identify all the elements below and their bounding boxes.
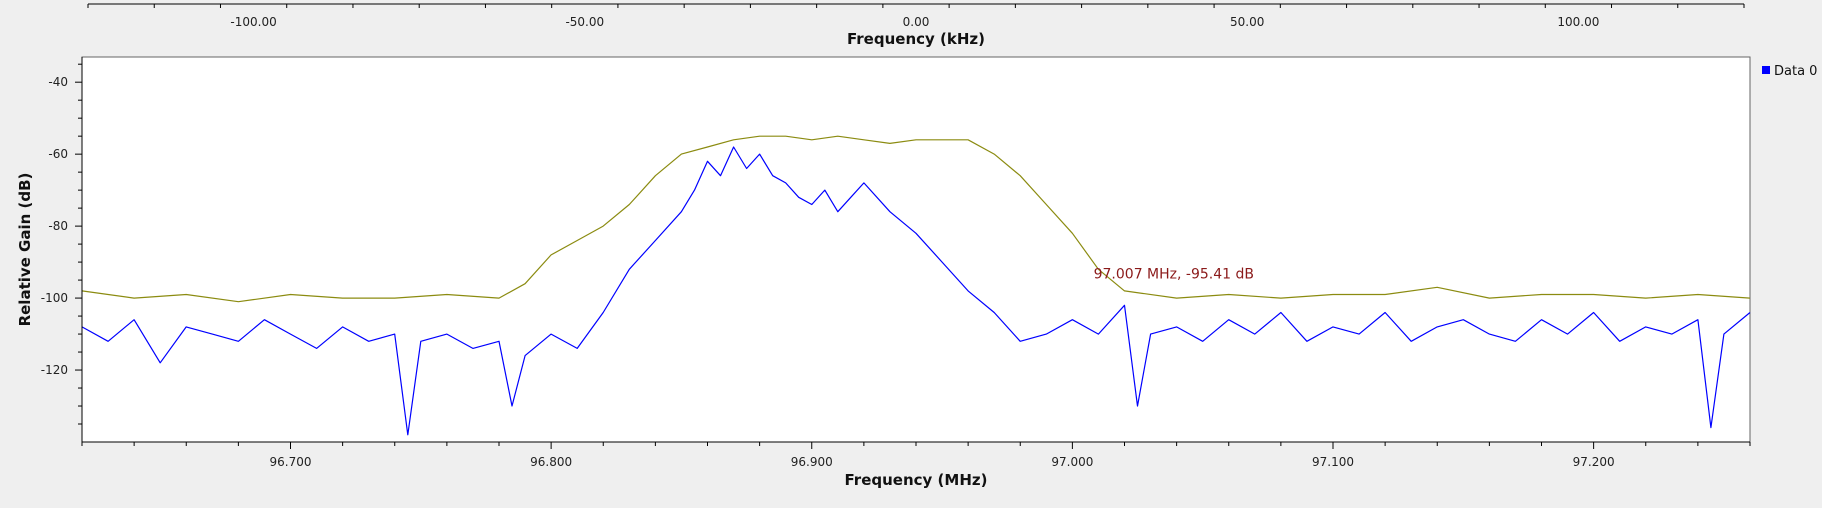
x-axis-ticks (81, 442, 1751, 449)
x-tick-label: 97.100 (1312, 455, 1354, 469)
top-tick-label: 0.00 (903, 15, 930, 29)
series-line-data-0 (81, 146, 1751, 436)
y-axis-tick-labels: -40 -60 -80 -100 -120 (41, 75, 68, 377)
top-tick-label: -100.00 (230, 15, 276, 29)
main-plot[interactable]: 97.007 MHz, -95.41 dB -40-60-80-100-120 … (16, 56, 1751, 489)
x-tick-label: 97.000 (1051, 455, 1093, 469)
series-lines (81, 135, 1751, 436)
x-axis-tick-labels: 96.700 96.800 96.900 97.000 97.100 97.200 (270, 455, 1615, 469)
top-tick-label: 100.00 (1557, 15, 1599, 29)
x-tick-label: 96.700 (270, 455, 312, 469)
series-line-max-hold (81, 135, 1751, 303)
legend-swatch-data-0[interactable] (1762, 66, 1770, 74)
legend[interactable]: Data 0 (1762, 64, 1817, 79)
y-tick-label: -60 (48, 147, 68, 161)
x-axis-title: Frequency (MHz) (845, 471, 988, 489)
y-tick-label: -80 (48, 219, 68, 233)
top-tick-label: -50.00 (565, 15, 604, 29)
x-tick-label: 96.900 (791, 455, 833, 469)
y-tick-label: -40 (48, 75, 68, 89)
plot-canvas[interactable] (81, 56, 1751, 443)
x-tick-label: 96.800 (530, 455, 572, 469)
y-tick-label: -120 (41, 363, 68, 377)
top-tick-label: 50.00 (1230, 15, 1264, 29)
top-frequency-axis: -100.00 -50.00 0.00 50.00 100.00 Frequency (… (87, 3, 1745, 48)
top-axis-title: Frequency (kHz) (847, 30, 985, 48)
x-tick-label: 97.200 (1573, 455, 1615, 469)
top-axis-ticks (87, 4, 1745, 8)
y-axis-title: Relative Gain (dB) (16, 173, 34, 327)
legend-label-data-0[interactable]: Data 0 (1774, 64, 1817, 79)
y-axis-ticks (75, 63, 82, 425)
marker-readout: 97.007 MHz, -95.41 dB (1094, 267, 1254, 283)
y-tick-label: -100 (41, 291, 68, 305)
top-axis-tick-labels: -100.00 -50.00 0.00 50.00 100.00 (230, 15, 1599, 29)
